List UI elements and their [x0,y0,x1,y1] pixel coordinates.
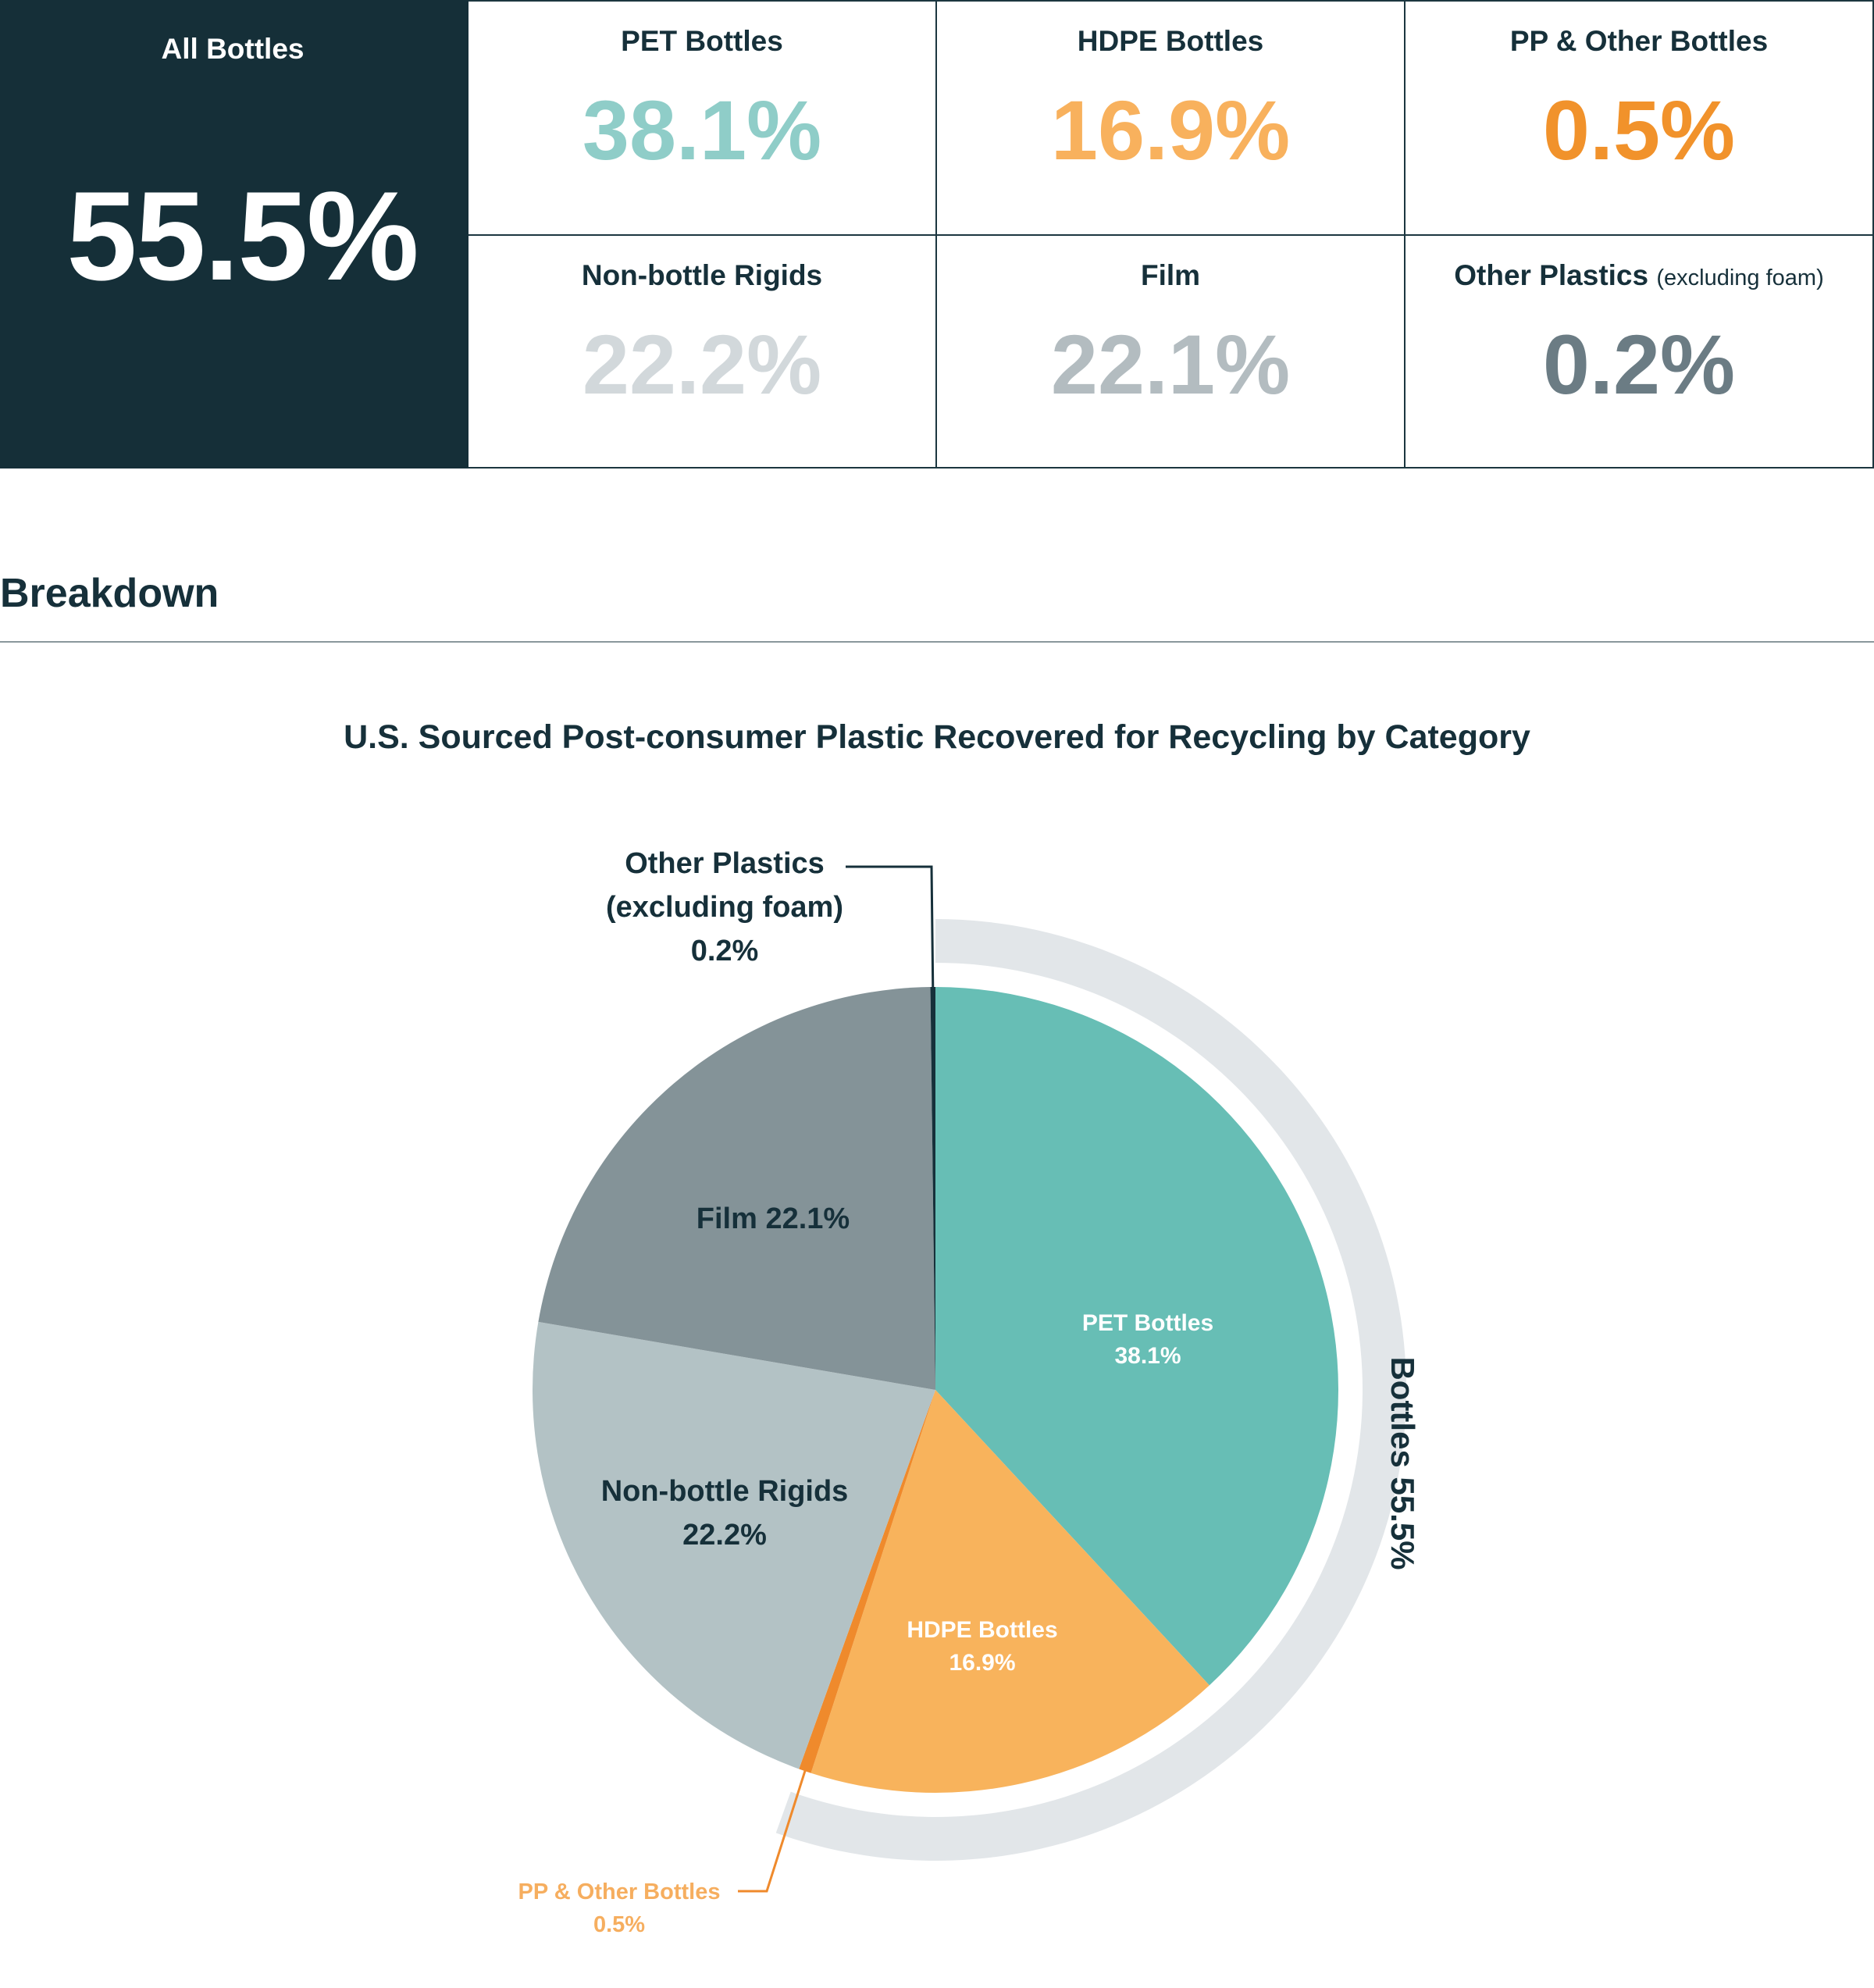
stat-label: HDPE Bottles [1077,25,1264,57]
stat-value: 16.9% [1050,83,1291,177]
pie-slice [799,1390,935,1773]
slice-label-pet-bottles: PET Bottles 38.1% [1082,1310,1213,1369]
stat-label: Non-bottle Rigids [581,259,823,291]
slice-label-film: Film 22.1% [697,1202,850,1235]
stat-label: PET Bottles [621,25,783,57]
chart-title: U.S. Sourced Post-consumer Plastic Recov… [344,718,1530,756]
stat-value: 22.2% [582,317,822,411]
stat-label: Film [1140,259,1201,291]
stat-card-other-plastics: Other Plastics (excluding foam) 0.2% [1406,236,1874,468]
stat-card-pp-other: PP & Other Bottles 0.5% [1406,0,1874,236]
pie-slice [538,987,935,1390]
stat-card-non-bottle-rigids: Non-bottle Rigids 22.2% [468,236,937,468]
pie-slice [811,1390,1210,1793]
bottles-ring-label: Bottles 55.5% [1384,1356,1421,1569]
stat-value: 0.5% [1542,83,1736,177]
section-divider [0,641,1874,643]
stat-card-hdpe: HDPE Bottles 16.9% [937,0,1406,236]
all-bottles-label: All Bottles [161,33,305,65]
stat-label: Other Plastics (excluding foam) [1454,259,1824,291]
pie-slice [935,987,1339,1686]
stat-card-pet: PET Bottles 38.1% [468,0,937,236]
slice-label-other-plastics: Other Plastics (excluding foam) 0.2% [606,847,843,967]
stat-card-film: Film 22.1% [937,236,1406,468]
slice-label-hdpe-bottles: HDPE Bottles 16.9% [907,1617,1057,1676]
pie-slice [533,1321,935,1769]
stat-label: PP & Other Bottles [1509,25,1769,57]
slice-label-pp-other-bottles: PP & Other Bottles 0.5% [518,1879,721,1937]
stat-sublabel: (excluding foam) [1656,265,1824,290]
summary-stats: All Bottles 55.5% PET Bottles 38.1% HDPE… [0,0,1874,468]
all-bottles-card: All Bottles 55.5% [0,0,468,468]
stat-value: 38.1% [582,83,822,177]
slice-label-non-bottle-rigids: Non-bottle Rigids 22.2% [601,1475,849,1552]
stat-value: 22.1% [1050,317,1291,411]
breakdown-heading: Breakdown [0,571,219,616]
leader-line-other-plastics [846,865,935,988]
pie-slice [930,987,935,1390]
leader-line-pp-other-bottles [738,1769,807,1893]
all-bottles-value: 55.5% [66,166,419,307]
stat-value: 0.2% [1542,317,1736,411]
